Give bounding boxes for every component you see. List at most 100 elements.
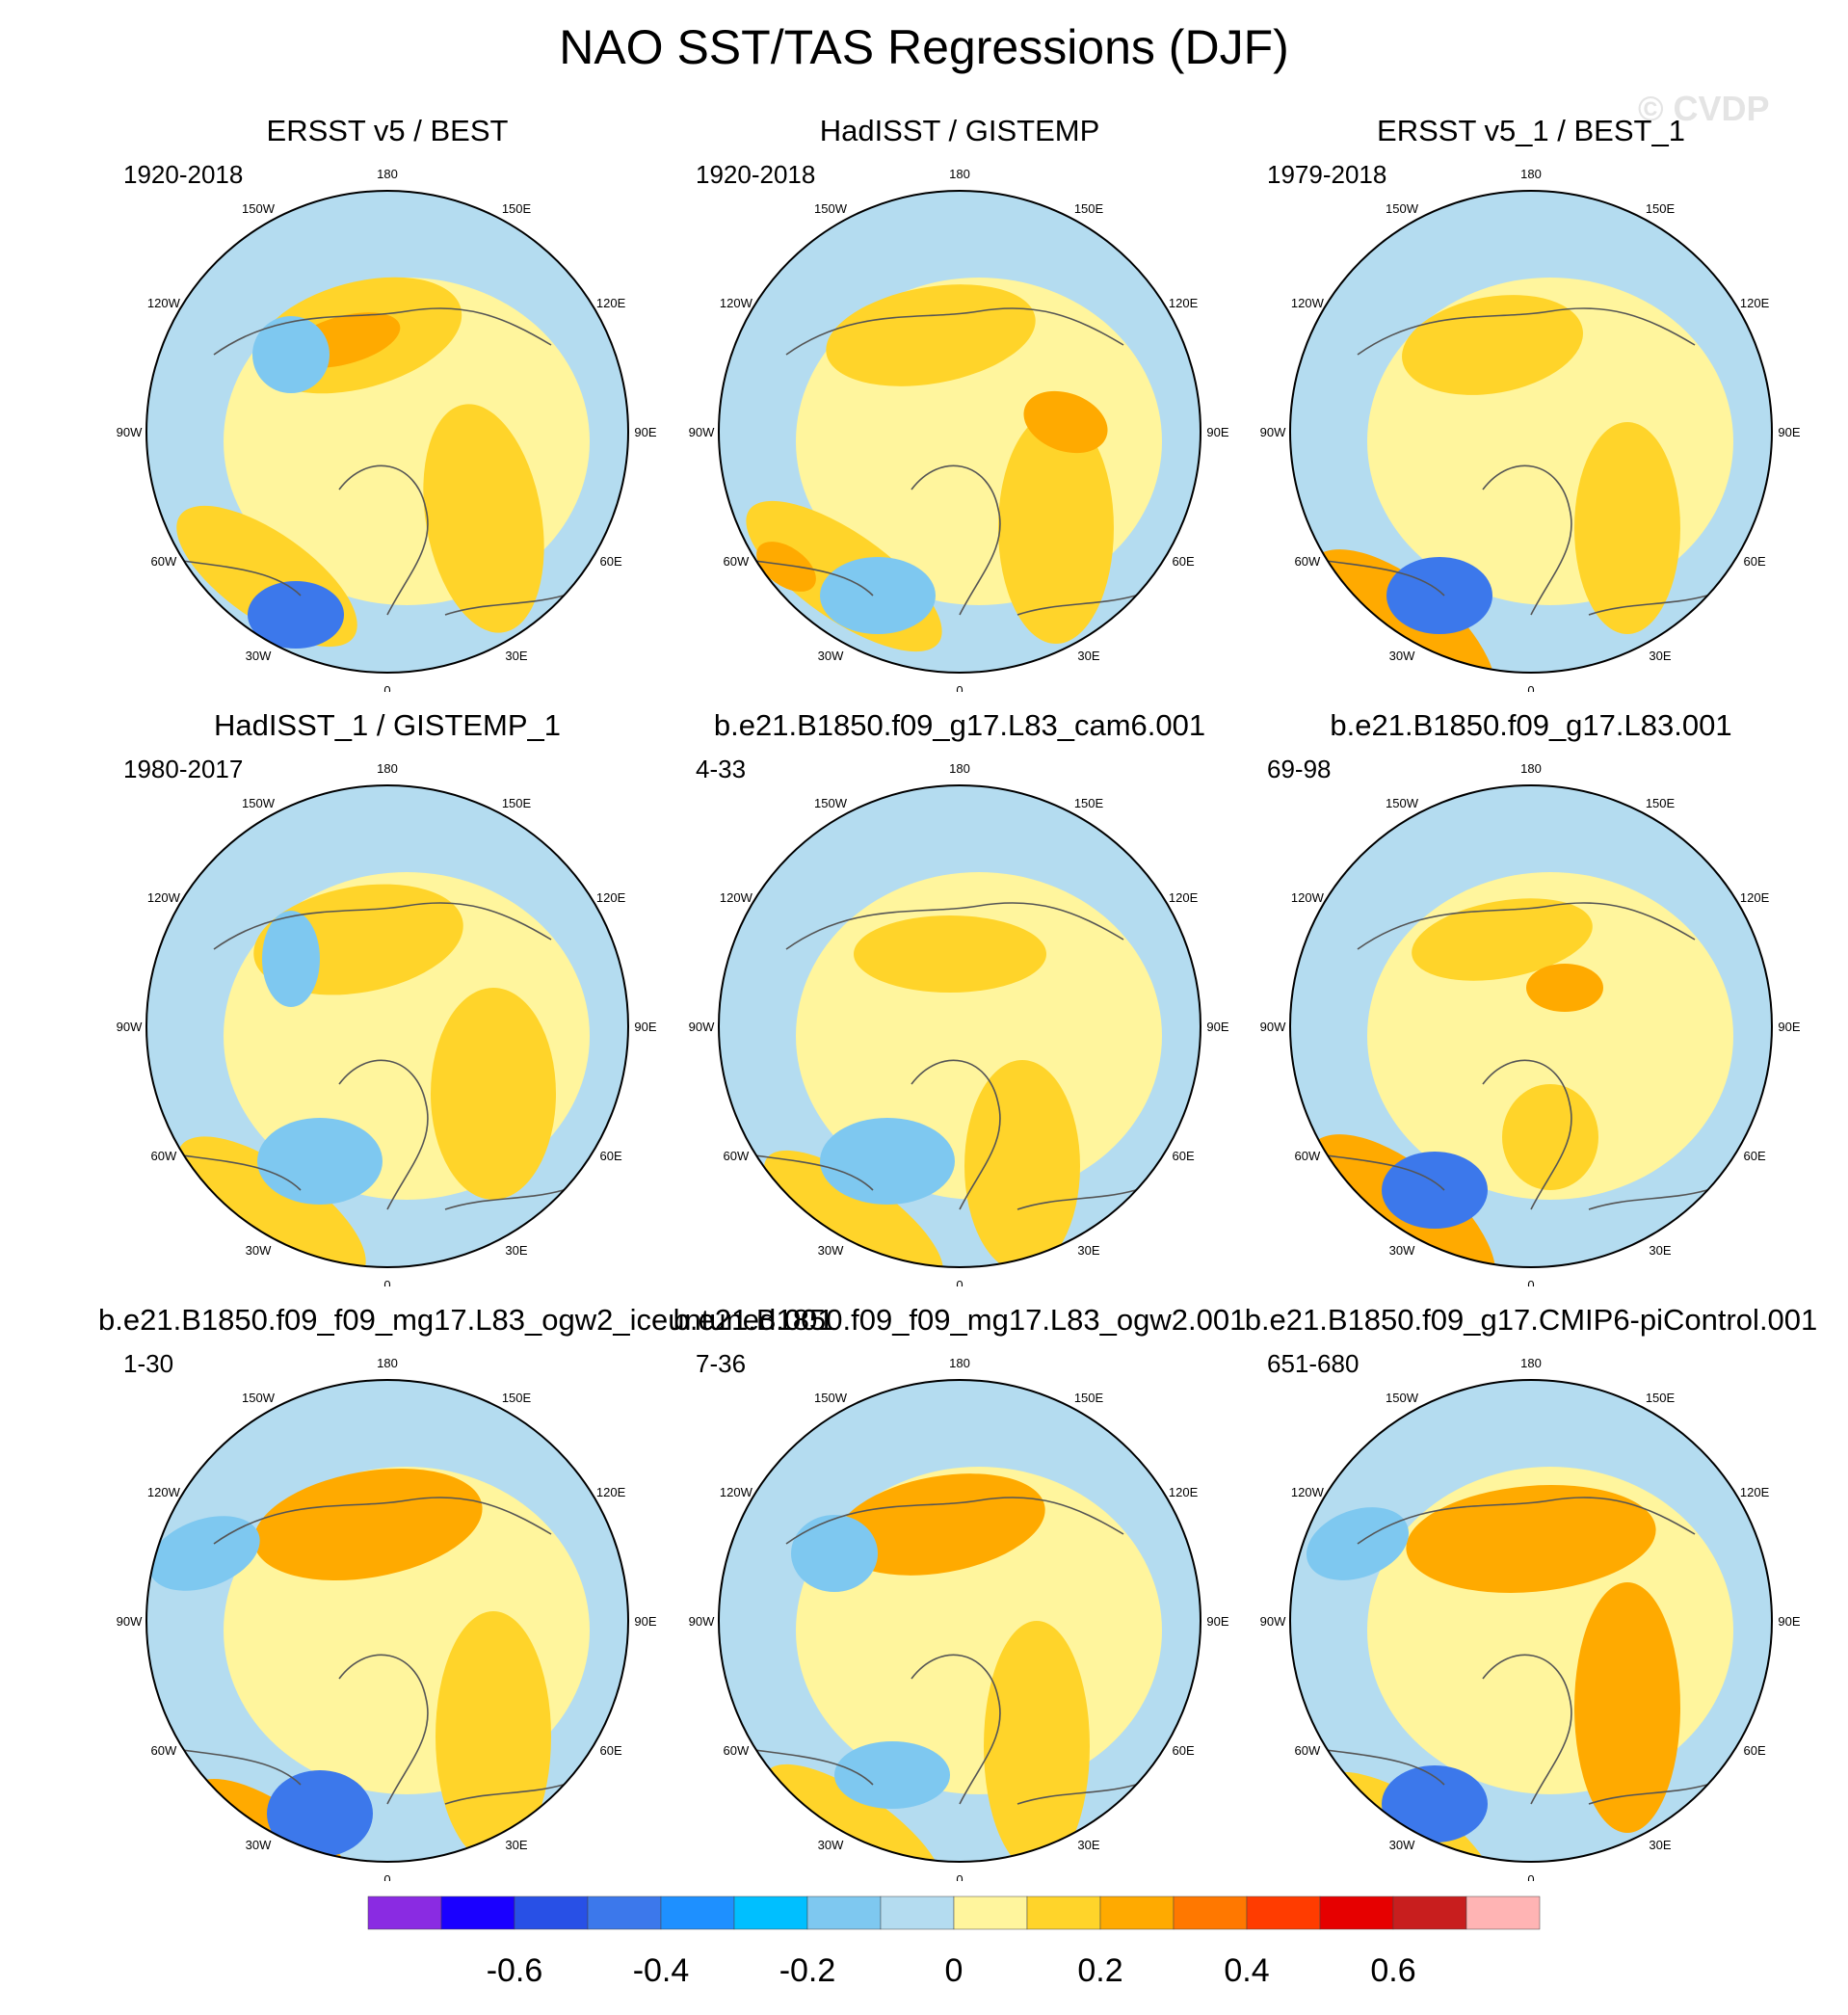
longitude-label: 90E — [1206, 425, 1228, 439]
coastline — [727, 902, 1192, 1210]
colorbar-swatch — [806, 1896, 882, 1930]
longitude-label: 0 — [1527, 683, 1534, 692]
longitude-label: 30E — [505, 1838, 527, 1852]
longitude-label: 120W — [1291, 296, 1325, 310]
longitude-label: 90E — [634, 1614, 656, 1629]
map-panel: 180 150E 120E 90E 60E 30E 0 30W 60W 90W 120W 150W b.… — [1242, 708, 1820, 1286]
longitude-label: 90W — [117, 1614, 143, 1629]
panel-years: 4-33 — [696, 755, 747, 783]
polar-map: 180 150E 120E 90E 60E 30E 0 30W 60W 90W 120W 150W — [689, 167, 1229, 692]
anomaly-contour — [834, 1741, 950, 1809]
anomaly-contour — [964, 1060, 1080, 1267]
longitude-label: 150W — [242, 201, 276, 216]
anomaly-contour — [1406, 1485, 1656, 1593]
panel-title: ERSST v5_1 / BEST_1 — [1377, 114, 1685, 147]
map-border — [718, 784, 1201, 1268]
map-border — [145, 190, 629, 674]
longitude-label: 180 — [1520, 167, 1542, 181]
panel-title: b.e21.B1850.f09_g17.CMIP6-piControl.001 — [1244, 1303, 1818, 1337]
panel-title: HadISST_1 / GISTEMP_1 — [213, 708, 562, 742]
longitude-label: 150W — [1386, 1391, 1419, 1405]
longitude-label: 30W — [1389, 649, 1415, 663]
longitude-label: 0 — [383, 1872, 390, 1881]
longitude-label: 30E — [1649, 649, 1671, 663]
longitude-label: 0 — [383, 683, 390, 692]
anomaly-contour — [257, 1118, 383, 1205]
coastline — [1299, 307, 1763, 616]
anomaly-contour — [764, 1150, 943, 1267]
anomaly-contour — [854, 915, 1046, 993]
longitude-label: 150W — [1386, 796, 1419, 810]
longitude-label: 180 — [1520, 1356, 1542, 1370]
coastline — [1299, 1497, 1763, 1805]
anomaly-contour — [820, 1118, 955, 1205]
coastline — [155, 307, 620, 616]
coastline — [727, 307, 1192, 616]
map-border — [145, 784, 629, 1268]
longitude-label: 150E — [502, 796, 532, 810]
colorbar-swatch — [1392, 1896, 1467, 1930]
longitude-label: 90E — [1778, 425, 1800, 439]
longitude-label: 150W — [814, 796, 848, 810]
map-panel: 180 150E 120E 90E 60E 30E 0 30W 60W 90W 120W 150W b.… — [1242, 1303, 1820, 1881]
longitude-label: 120W — [147, 296, 181, 310]
longitude-label: 120E — [596, 890, 626, 905]
longitude-label: 30E — [505, 1243, 527, 1258]
longitude-label: 90W — [1260, 1614, 1286, 1629]
anomaly-contour — [764, 1763, 943, 1862]
longitude-label: 0 — [956, 683, 963, 692]
anomaly-contour — [756, 542, 816, 592]
longitude-label: 60E — [1744, 554, 1766, 569]
colorbar-swatch — [1246, 1896, 1321, 1930]
anomaly-contour — [1382, 1152, 1488, 1229]
longitude-label: 90E — [634, 425, 656, 439]
longitude-label: 180 — [949, 1356, 970, 1370]
anomaly-contour — [1574, 1582, 1680, 1833]
longitude-label: 120E — [1740, 890, 1770, 905]
map-panel: 180 150E 120E 90E 60E 30E 0 30W 60W 90W 120W 150W ER… — [1242, 114, 1820, 692]
longitude-label: 60W — [1295, 1149, 1321, 1163]
panel-years: 69-98 — [1267, 755, 1332, 783]
longitude-label: 90E — [1778, 1020, 1800, 1034]
panel-years: 1920-2018 — [123, 160, 244, 189]
cvdp-watermark: © CVDP — [1638, 89, 1770, 128]
anomaly-contour — [1526, 964, 1603, 1012]
longitude-label: 120E — [1740, 296, 1770, 310]
longitude-label: 60E — [1173, 1149, 1195, 1163]
anomaly-contour — [436, 1611, 551, 1862]
longitude-label: 60E — [600, 1149, 622, 1163]
longitude-label: 120E — [1169, 890, 1199, 905]
longitude-label: 30E — [1077, 649, 1099, 663]
colorbar-swatch — [587, 1896, 662, 1930]
longitude-label: 60W — [151, 1743, 177, 1758]
longitude-label: 120E — [1740, 1485, 1770, 1499]
map-panel: 180 150E 120E 90E 60E 30E 0 30W 60W 90W 120W 150W Ha… — [98, 708, 676, 1286]
longitude-label: 60E — [600, 554, 622, 569]
longitude-label: 150E — [1646, 1391, 1676, 1405]
anomaly-contour — [253, 1468, 483, 1581]
figure-title: NAO SST/TAS Regressions (DJF) — [559, 20, 1289, 74]
longitude-label: 30W — [818, 1243, 844, 1258]
longitude-label: 90W — [117, 425, 143, 439]
anomaly-contour — [1574, 422, 1680, 634]
colorbar-swatch — [440, 1896, 515, 1930]
longitude-label: 90E — [1206, 1614, 1228, 1629]
anomaly-contour — [1382, 1765, 1488, 1843]
longitude-label: 150W — [814, 1391, 848, 1405]
longitude-label: 120W — [1291, 1485, 1325, 1499]
longitude-label: 150W — [242, 1391, 276, 1405]
longitude-label: 60E — [1173, 554, 1195, 569]
longitude-label: 30W — [818, 1838, 844, 1852]
anomaly-contour — [252, 316, 330, 393]
longitude-label: 120W — [1291, 890, 1325, 905]
longitude-label: 180 — [377, 1356, 398, 1370]
panel-years: 7-36 — [696, 1349, 747, 1378]
longitude-label: 30E — [1649, 1243, 1671, 1258]
panel-title: b.e21.B1850.f09_f09_mg17.L83_ogw2_iceunt… — [98, 1303, 834, 1337]
colorbar-swatch — [1026, 1896, 1101, 1930]
longitude-label: 60W — [724, 554, 750, 569]
longitude-label: 60E — [1744, 1743, 1766, 1758]
panel-title: ERSST v5 / BEST — [266, 114, 509, 147]
anomaly-contour — [984, 1621, 1090, 1862]
map-panel: 180 150E 120E 90E 60E 30E 0 30W 60W 90W 120W 150W ER… — [98, 114, 676, 692]
